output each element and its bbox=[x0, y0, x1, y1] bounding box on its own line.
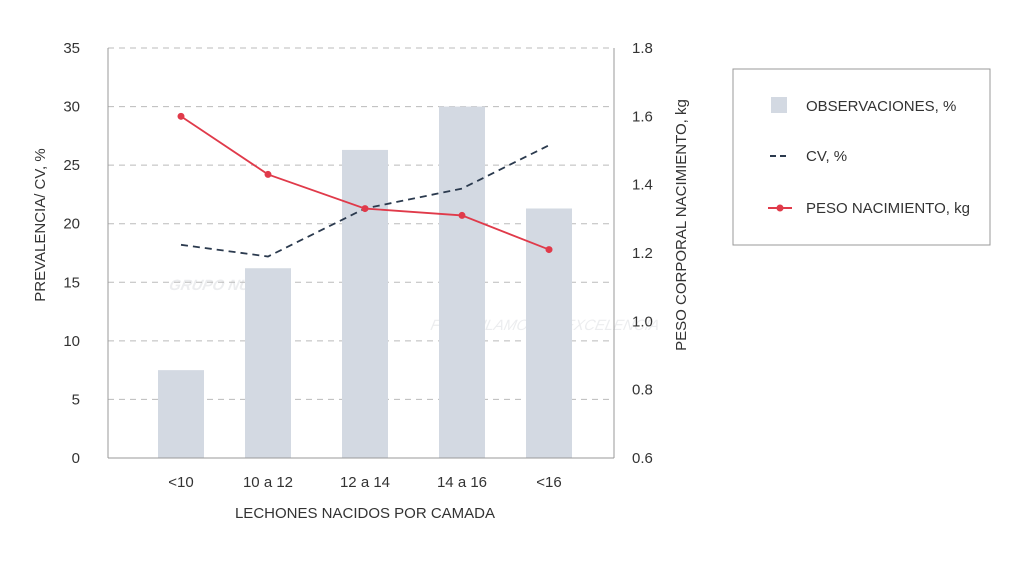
y-tick-label: 0 bbox=[72, 450, 80, 467]
x-tick-label: 10 a 12 bbox=[243, 474, 293, 491]
y-axis-label: PREVALENCIA/ CV, % bbox=[32, 148, 49, 301]
legend-label: PESO NACIMIENTO, kg bbox=[806, 200, 970, 217]
y2-tick-label: 1.8 bbox=[632, 40, 653, 57]
y2-tick-label: 0.6 bbox=[632, 450, 653, 467]
y-tick-label: 20 bbox=[63, 216, 80, 233]
x-tick-label: <10 bbox=[168, 474, 193, 491]
legend: OBSERVACIONES, % CV, % PESO NACIMIENTO, … bbox=[732, 68, 991, 246]
legend-bar-swatch bbox=[771, 97, 787, 113]
bar bbox=[526, 208, 572, 458]
y2-tick-label: 1.6 bbox=[632, 108, 653, 125]
bar bbox=[439, 106, 485, 459]
x-axis-label: LECHONES NACIDOS POR CAMADA bbox=[235, 505, 495, 522]
y2-axis-label: PESO CORPORAL NACIMIENTO, kg bbox=[673, 99, 690, 351]
peso-point bbox=[545, 246, 553, 254]
y-tick-label: 30 bbox=[63, 99, 80, 116]
y-tick-label: 25 bbox=[63, 157, 80, 174]
bar bbox=[342, 149, 388, 458]
bar bbox=[245, 268, 291, 458]
x-tick-label: 12 a 14 bbox=[340, 474, 390, 491]
watermark: GRUPO NUTEC FORMULAMOS LA EXCELENCIA bbox=[168, 277, 662, 334]
peso-point bbox=[177, 112, 185, 120]
peso-point bbox=[264, 170, 272, 178]
y2-tick-label: 1.2 bbox=[632, 245, 653, 262]
x-tick-label: 14 a 16 bbox=[437, 474, 487, 491]
y2-tick-label: 0.8 bbox=[632, 382, 653, 399]
y2-tick-label: 1.0 bbox=[632, 313, 653, 330]
legend-label: OBSERVACIONES, % bbox=[806, 98, 956, 115]
bar bbox=[158, 370, 204, 458]
y-tick-label: 15 bbox=[63, 274, 80, 291]
y-tick-label: 10 bbox=[63, 333, 80, 350]
legend-marker bbox=[776, 204, 784, 212]
x-tick-label: <16 bbox=[536, 474, 561, 491]
y-tick-label: 5 bbox=[72, 391, 80, 408]
peso-point bbox=[361, 205, 369, 213]
peso-point bbox=[458, 211, 466, 219]
y-tick-label: 35 bbox=[63, 40, 80, 57]
y2-tick-label: 1.4 bbox=[632, 177, 653, 194]
legend-label: CV, % bbox=[806, 148, 847, 165]
